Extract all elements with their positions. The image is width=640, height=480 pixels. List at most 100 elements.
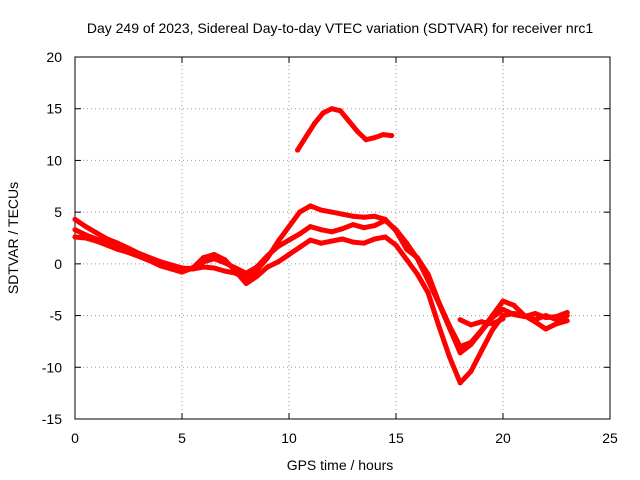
y-axis-label: SDTVAR / TECUs xyxy=(5,182,21,294)
data-point-trace-4 xyxy=(303,134,309,140)
data-point-trace-3 xyxy=(168,266,174,272)
data-point-trace-2 xyxy=(457,350,463,356)
chart-title: Day 249 of 2023, Sidereal Day-to-day VTE… xyxy=(87,20,593,36)
data-point-trace-3 xyxy=(179,269,185,275)
data-point-trace-3 xyxy=(372,236,378,242)
y-axis-ticks: -15 -10 -5 0 5 10 15 20 xyxy=(42,49,610,427)
data-point-trace-3 xyxy=(404,257,410,263)
data-point-trace-3 xyxy=(104,242,110,248)
data-point-trace-3 xyxy=(243,281,249,286)
data-point-trace-3 xyxy=(479,348,485,354)
data-point-trace-1 xyxy=(93,230,99,236)
data-point-trace-2 xyxy=(254,264,260,270)
data-point-trace-2 xyxy=(361,225,367,231)
data-point-trace-3 xyxy=(200,255,206,261)
x-tick-label: 0 xyxy=(71,430,79,446)
data-point-trace-1 xyxy=(372,213,378,219)
data-point-trace-1 xyxy=(350,213,356,219)
data-point-trace-1 xyxy=(511,302,517,308)
data-point-trace-3 xyxy=(521,313,527,319)
data-point-trace-2 xyxy=(393,227,399,233)
data-point-trace-3 xyxy=(158,263,164,269)
data-point-trace-3 xyxy=(468,368,474,374)
data-point-trace-1 xyxy=(286,224,292,230)
data-point-trace-3 xyxy=(425,290,431,296)
data-point-trace-3 xyxy=(93,238,99,244)
data-point-trace-1 xyxy=(222,268,228,274)
data-point-trace-3 xyxy=(265,264,271,270)
data-point-trace-2 xyxy=(318,227,324,233)
data-point-trace-4 xyxy=(320,110,326,116)
data-point-trace-2 xyxy=(329,229,335,235)
y-tick-label: 15 xyxy=(46,101,62,117)
data-point-trace-3 xyxy=(393,242,399,248)
data-point-trace-2 xyxy=(265,253,271,259)
data-point-trace-4 xyxy=(295,147,301,153)
data-point-trace-3 xyxy=(318,240,324,246)
series-line-trace-4 xyxy=(295,106,395,153)
data-point-trace-2 xyxy=(340,226,345,232)
data-point-trace-3 xyxy=(382,234,388,240)
data-point-trace-3 xyxy=(307,237,313,243)
data-point-trace-2 xyxy=(286,237,292,243)
data-point-trace-3 xyxy=(340,236,345,242)
data-point-trace-1 xyxy=(318,207,324,213)
data-point-trace-1 xyxy=(340,211,345,217)
data-point-trace-3 xyxy=(83,235,89,241)
data-point-trace-3 xyxy=(532,319,538,325)
y-tick-label: -10 xyxy=(42,359,62,375)
data-series xyxy=(72,106,570,386)
data-point-trace-3 xyxy=(414,271,420,277)
data-point-trace-3 xyxy=(554,321,559,327)
data-point-trace-2 xyxy=(297,231,303,237)
data-point-trace-2 xyxy=(436,300,442,306)
data-point-trace-2 xyxy=(425,277,431,283)
data-point-trace-2 xyxy=(404,240,410,246)
data-point-trace-2 xyxy=(275,243,281,249)
y-tick-label: 20 xyxy=(46,49,62,65)
x-tick-label: 10 xyxy=(281,430,297,446)
data-point-trace-2 xyxy=(307,224,313,230)
data-point-trace-3 xyxy=(361,240,367,246)
data-point-trace-3 xyxy=(233,268,238,274)
data-point-trace-5 xyxy=(489,321,495,327)
data-point-trace-2 xyxy=(543,315,549,321)
data-point-trace-2 xyxy=(479,328,485,334)
data-point-trace-4 xyxy=(346,118,352,124)
data-point-trace-3 xyxy=(564,318,570,324)
data-point-trace-4 xyxy=(380,132,386,138)
data-point-trace-2 xyxy=(564,310,570,315)
data-point-trace-3 xyxy=(211,252,217,257)
data-point-trace-1 xyxy=(361,214,367,220)
data-point-trace-4 xyxy=(337,108,343,114)
data-point-trace-3 xyxy=(136,254,142,260)
data-point-trace-4 xyxy=(389,133,395,139)
data-point-trace-4 xyxy=(355,129,360,134)
data-point-trace-3 xyxy=(115,246,121,252)
y-tick-label: -15 xyxy=(42,411,62,427)
data-point-trace-3 xyxy=(329,238,335,244)
data-point-trace-2 xyxy=(500,306,506,312)
data-point-trace-1 xyxy=(500,298,506,304)
x-tick-label: 25 xyxy=(602,430,618,446)
data-point-trace-3 xyxy=(447,354,452,360)
data-point-trace-2 xyxy=(414,256,420,262)
data-point-trace-3 xyxy=(511,311,517,316)
data-point-trace-4 xyxy=(372,135,378,141)
data-point-trace-4 xyxy=(363,137,369,143)
data-point-trace-3 xyxy=(297,244,303,250)
data-point-trace-2 xyxy=(468,342,474,347)
data-point-trace-3 xyxy=(489,327,495,333)
data-point-trace-5 xyxy=(457,317,463,323)
x-axis-label: GPS time / hours xyxy=(287,457,394,473)
data-point-trace-1 xyxy=(211,265,217,271)
data-point-trace-1 xyxy=(200,264,206,270)
data-point-trace-3 xyxy=(190,265,196,271)
data-point-trace-2 xyxy=(447,325,452,331)
data-point-trace-3 xyxy=(457,380,463,386)
data-point-trace-3 xyxy=(350,239,356,245)
data-point-trace-5 xyxy=(468,322,474,328)
y-tick-label: 0 xyxy=(54,256,62,272)
data-point-trace-2 xyxy=(489,315,495,321)
